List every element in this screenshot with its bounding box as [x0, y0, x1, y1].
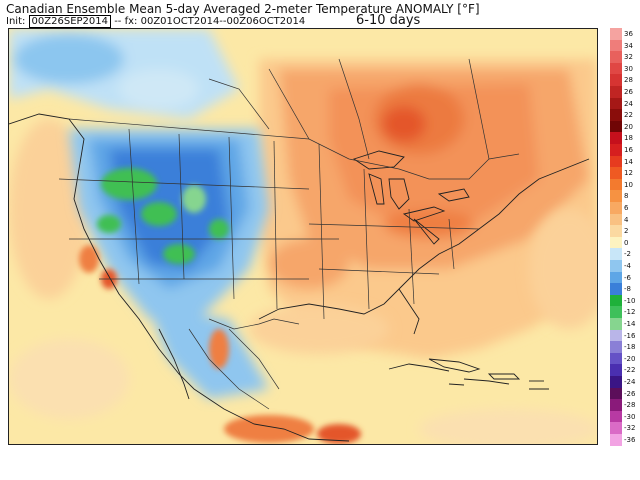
colorbar-swatch: [610, 318, 622, 331]
colorbar-swatch: [610, 155, 622, 168]
colorbar-swatch: [610, 236, 622, 249]
colorbar-swatch: [610, 260, 622, 273]
colorbar-label: -8: [624, 285, 631, 294]
great-lakes: [352, 150, 470, 245]
map-title: Canadian Ensemble Mean 5-day Averaged 2-…: [6, 2, 480, 16]
green-cold-cores: [97, 168, 229, 264]
colorbar-label: 18: [624, 134, 633, 143]
colorbar-swatch: [610, 39, 622, 52]
colorbar-swatch: [610, 294, 622, 307]
colorbar-swatch: [610, 213, 622, 226]
political-borders: [58, 58, 520, 410]
colorbar-swatch: [610, 329, 622, 342]
colorbar-swatch: [610, 97, 622, 110]
init-value: 00Z26SEP2014: [28, 15, 111, 28]
colorbar-swatch: [610, 28, 622, 41]
colorbar-swatch: [610, 376, 622, 389]
colorbar-label: 20: [624, 122, 633, 131]
colorbar-label: -24: [624, 378, 636, 386]
colorbar-label: 6: [624, 204, 629, 212]
colorbar-label: -28: [624, 401, 636, 410]
colorbar-swatch: [610, 306, 622, 319]
colorbar-swatch: [610, 86, 622, 99]
colorbar-label: -22: [624, 366, 636, 375]
colorbar-swatch: [610, 341, 622, 354]
colorbar-label: 26: [624, 88, 633, 96]
colorbar-swatch: [610, 109, 622, 122]
colorbar-swatch: [610, 144, 622, 157]
colorbar-swatch: [610, 190, 622, 203]
colorbar-swatch: [610, 51, 622, 64]
colorbar-label: 0: [624, 238, 629, 247]
colorbar-label: 12: [624, 169, 633, 178]
colorbar-label: -26: [624, 389, 636, 398]
separator: --: [114, 16, 122, 27]
colorbar-label: -36: [624, 436, 636, 444]
colorbar-label: 36: [624, 30, 633, 38]
colorbar-label: -4: [624, 262, 631, 270]
colorbar-swatch: [610, 178, 622, 191]
colorbar-label: 8: [624, 192, 629, 201]
colorbar-swatch: [610, 283, 622, 296]
colorbar-label: -12: [624, 308, 636, 317]
colorbar-label: -2: [624, 250, 631, 259]
colorbar-swatch: [610, 410, 622, 423]
colorbar-label: 2: [624, 227, 629, 236]
colorbar-swatch: [610, 399, 622, 412]
alaska-anomaly-field: [9, 29, 239, 119]
colorbar-swatch: [610, 120, 622, 133]
colorbar-label: -32: [624, 424, 636, 433]
colorbar-legend: 36 34 32 30 28 26 24 22 20 18 16 14 12 10 8 6 4 2 0 -2 -4 -6-…: [610, 28, 636, 447]
colorbar-swatch: [610, 62, 622, 75]
colorbar-label: -20: [624, 354, 636, 363]
colorbar-label: 30: [624, 64, 633, 73]
colorbar-swatch: [610, 271, 622, 284]
colorbar-swatch: [610, 422, 622, 435]
colorbar-swatch: [610, 167, 622, 180]
colorbar-swatch: [610, 132, 622, 145]
colorbar-swatch: [610, 74, 622, 87]
colorbar-swatch: [610, 248, 622, 261]
colorbar-label: 24: [624, 99, 633, 108]
colorbar-label: 32: [624, 53, 633, 62]
valid-value: 00Z01OCT2014--00Z06OCT2014: [140, 16, 306, 27]
colorbar-label: -14: [624, 320, 636, 328]
colorbar-label: 28: [624, 76, 633, 85]
caribbean-islands: [428, 358, 544, 386]
colorbar-label: -30: [624, 412, 636, 421]
anomaly-map-svg: [9, 29, 597, 444]
colorbar-label: -16: [624, 331, 636, 340]
colorbar-swatch: [610, 352, 622, 365]
colorbar-label: 16: [624, 146, 633, 154]
valid-label: fx:: [124, 16, 138, 27]
colorbar-swatch: [610, 434, 622, 447]
colorbar-swatch: [610, 202, 622, 215]
warm-anomaly-field: [259, 59, 597, 359]
forecast-window-label: 6-10 days: [356, 13, 421, 28]
colorbar-label: 14: [624, 157, 633, 166]
init-label: Init:: [6, 16, 26, 27]
colorbar-swatch: [610, 225, 622, 238]
ocean-anomaly-field: [9, 119, 597, 444]
colorbar-label: -18: [624, 343, 636, 352]
colorbar-label: -10: [624, 296, 636, 305]
anomaly-map: [8, 28, 598, 445]
colorbar-swatch: [610, 387, 622, 400]
colorbar-label: 4: [624, 215, 629, 224]
coastlines: [9, 113, 590, 442]
colorbar-label: 22: [624, 111, 633, 120]
colorbar-label: 10: [624, 180, 633, 189]
colorbar-label: 34: [624, 41, 633, 50]
southwest-warm-spots: [79, 245, 361, 444]
init-valid-line: Init: 00Z26SEP2014 -- fx: 00Z01OCT2014--…: [6, 15, 306, 28]
colorbar-label: -6: [624, 273, 631, 282]
colorbar-swatch: [610, 364, 622, 377]
